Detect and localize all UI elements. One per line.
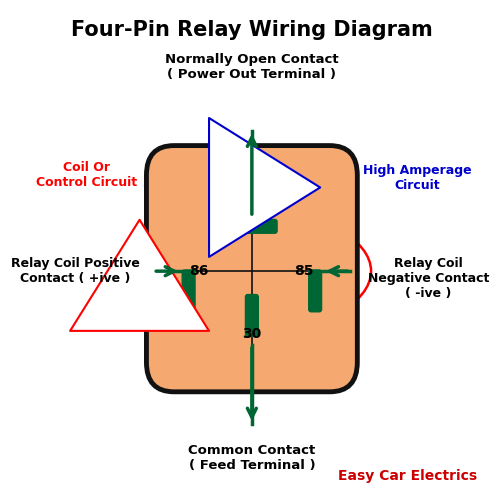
FancyBboxPatch shape (308, 270, 322, 312)
Text: 85: 85 (294, 264, 314, 278)
Text: Coil Or
Control Circuit: Coil Or Control Circuit (36, 161, 138, 189)
Text: 30: 30 (242, 327, 262, 341)
Text: 86: 86 (190, 264, 209, 278)
Text: 87: 87 (242, 202, 262, 216)
Text: Normally Open Contact
( Power Out Terminal ): Normally Open Contact ( Power Out Termin… (165, 53, 338, 81)
FancyBboxPatch shape (182, 270, 195, 312)
FancyBboxPatch shape (246, 294, 258, 337)
Text: High Amperage
Circuit: High Amperage Circuit (362, 164, 471, 192)
Text: Easy Car Electrics: Easy Car Electrics (338, 469, 477, 483)
FancyBboxPatch shape (226, 220, 277, 233)
Text: Relay Coil
Negative Contact
( -ive ): Relay Coil Negative Contact ( -ive ) (368, 257, 489, 300)
Text: Common Contact
( Feed Terminal ): Common Contact ( Feed Terminal ) (188, 444, 316, 472)
Text: Relay Coil Positive
Contact ( +ive ): Relay Coil Positive Contact ( +ive ) (11, 257, 140, 285)
FancyBboxPatch shape (146, 145, 358, 392)
Text: Four-Pin Relay Wiring Diagram: Four-Pin Relay Wiring Diagram (71, 20, 433, 40)
